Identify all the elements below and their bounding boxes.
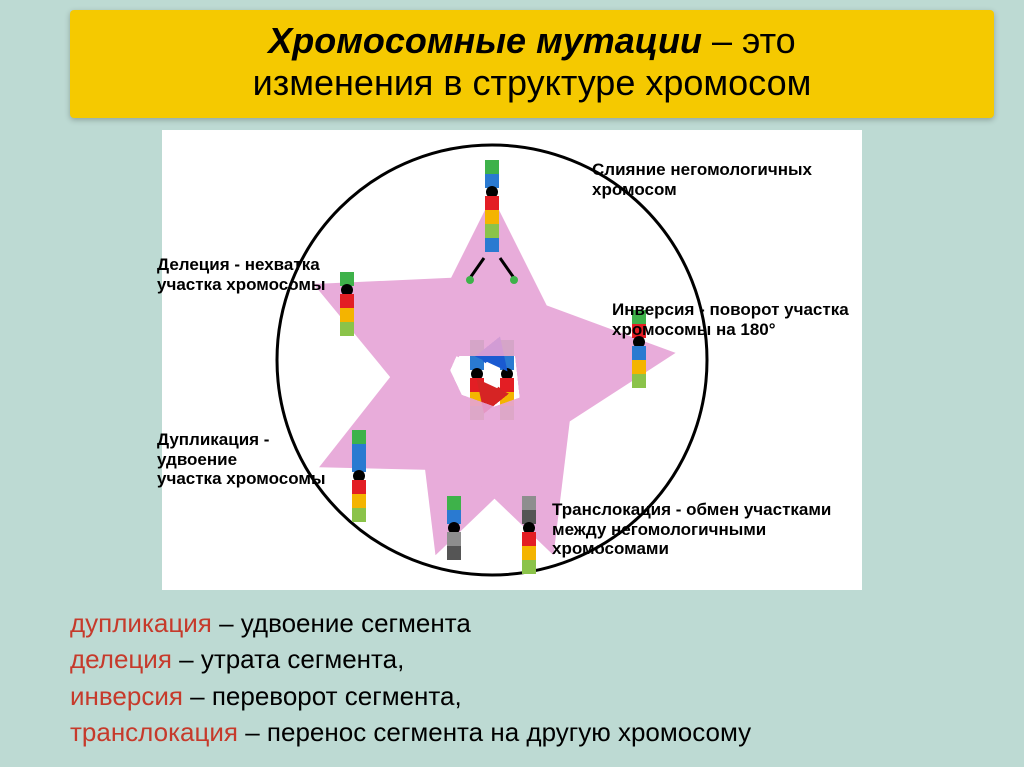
def-desc: – перенос сегмента на другую хромосому: [238, 717, 751, 747]
translocation-chromosomes: [447, 496, 536, 574]
title-dash: – это: [702, 20, 796, 61]
definitions-list: дупликация – удвоение сегмента делеция –…: [70, 605, 970, 751]
def-row: дупликация – удвоение сегмента: [70, 605, 970, 641]
def-term: дупликация: [70, 608, 212, 638]
title-line2: изменения в структуре хромосом: [90, 62, 974, 104]
diagram-panel: Слияние негомологичных хромосом Делеция …: [162, 130, 862, 590]
label-translocation: Транслокация - обмен участками между нег…: [552, 500, 852, 559]
def-row: транслокация – перенос сегмента на другу…: [70, 714, 970, 750]
def-term: инверсия: [70, 681, 183, 711]
slide: Хромосомные мутации – это изменения в ст…: [0, 0, 1024, 767]
title-line1: Хромосомные мутации – это: [90, 20, 974, 62]
def-desc: – переворот сегмента,: [183, 681, 462, 711]
def-row: инверсия – переворот сегмента,: [70, 678, 970, 714]
title-term: Хромосомные мутации: [268, 20, 702, 61]
center-chromosome: [470, 340, 514, 420]
def-row: делеция – утрата сегмента,: [70, 641, 970, 677]
label-fusion: Слияние негомологичных хромосом: [592, 160, 842, 199]
label-deletion: Делеция - нехватка участка хромосомы: [157, 255, 357, 294]
def-term: транслокация: [70, 717, 238, 747]
label-inversion: Инверсия - поворот участка хромосомы на …: [612, 300, 872, 339]
title-box: Хромосомные мутации – это изменения в ст…: [70, 10, 994, 118]
def-term: делеция: [70, 644, 172, 674]
def-desc: – удвоение сегмента: [212, 608, 471, 638]
label-duplication: Дупликация - удвоение участка хромосомы: [157, 430, 357, 489]
radial-arrows: [372, 260, 612, 495]
def-desc: – утрата сегмента,: [172, 644, 404, 674]
